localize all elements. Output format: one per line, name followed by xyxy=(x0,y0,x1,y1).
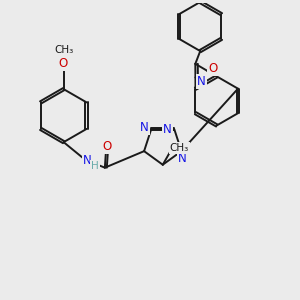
Text: N: N xyxy=(197,75,206,88)
Text: N: N xyxy=(163,123,172,136)
Text: O: O xyxy=(208,62,217,75)
Text: O: O xyxy=(58,57,67,70)
Text: CH₃: CH₃ xyxy=(54,45,73,55)
Text: N: N xyxy=(178,152,187,164)
Text: N: N xyxy=(83,154,92,167)
Text: H: H xyxy=(91,161,99,171)
Text: O: O xyxy=(102,140,111,153)
Text: N: N xyxy=(140,121,149,134)
Text: CH₃: CH₃ xyxy=(170,143,189,153)
